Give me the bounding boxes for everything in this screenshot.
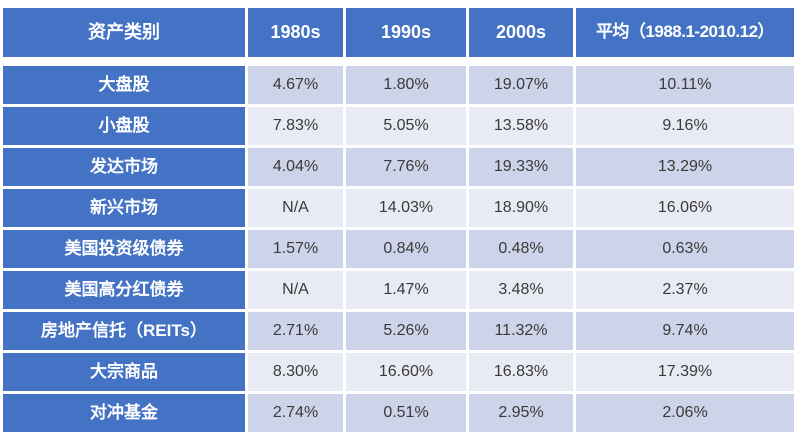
row-label: 对冲基金 bbox=[3, 394, 245, 432]
value-average: 13.29% bbox=[576, 148, 794, 186]
table-row-large-cap: 大盘股 4.67% 1.80% 19.07% 10.11% bbox=[3, 66, 794, 104]
value-2000s: 19.07% bbox=[469, 66, 573, 104]
table-row-us-investment-grade-bonds: 美国投资级债券 1.57% 0.84% 0.48% 0.63% bbox=[3, 230, 794, 268]
column-header-2000s: 2000s bbox=[469, 8, 573, 57]
table-row-emerging-markets: 新兴市场 N/A 14.03% 18.90% 16.06% bbox=[3, 189, 794, 227]
value-1980s: 2.74% bbox=[248, 394, 343, 432]
value-1990s: 1.47% bbox=[346, 271, 466, 309]
value-average: 9.16% bbox=[576, 107, 794, 145]
value-average: 0.63% bbox=[576, 230, 794, 268]
value-2000s: 3.48% bbox=[469, 271, 573, 309]
value-1980s: 2.71% bbox=[248, 312, 343, 350]
column-header-1990s: 1990s bbox=[346, 8, 466, 57]
value-1980s: N/A bbox=[248, 271, 343, 309]
row-label: 发达市场 bbox=[3, 148, 245, 186]
value-1990s: 5.05% bbox=[346, 107, 466, 145]
table-row-commodities: 大宗商品 8.30% 16.60% 16.83% 17.39% bbox=[3, 353, 794, 391]
value-average: 17.39% bbox=[576, 353, 794, 391]
value-average: 2.06% bbox=[576, 394, 794, 432]
row-label: 大盘股 bbox=[3, 66, 245, 104]
value-1990s: 5.26% bbox=[346, 312, 466, 350]
value-1990s: 0.51% bbox=[346, 394, 466, 432]
value-1990s: 1.80% bbox=[346, 66, 466, 104]
asset-class-returns-table: 资产类别 1980s 1990s 2000s 平均（1988.1-2010.12… bbox=[3, 8, 794, 432]
row-label: 房地产信托（REITs） bbox=[3, 312, 245, 350]
value-average: 2.37% bbox=[576, 271, 794, 309]
value-2000s: 2.95% bbox=[469, 394, 573, 432]
table-row-hedge-funds: 对冲基金 2.74% 0.51% 2.95% 2.06% bbox=[3, 394, 794, 432]
table-header-row: 资产类别 1980s 1990s 2000s 平均（1988.1-2010.12… bbox=[3, 8, 794, 57]
column-header-average: 平均（1988.1-2010.12） bbox=[576, 8, 794, 57]
table-row-developed-markets: 发达市场 4.04% 7.76% 19.33% 13.29% bbox=[3, 148, 794, 186]
value-2000s: 19.33% bbox=[469, 148, 573, 186]
value-1980s: N/A bbox=[248, 189, 343, 227]
table-row-us-high-dividend-bonds: 美国高分红债券 N/A 1.47% 3.48% 2.37% bbox=[3, 271, 794, 309]
value-1980s: 4.67% bbox=[248, 66, 343, 104]
row-label: 美国高分红债券 bbox=[3, 271, 245, 309]
value-1990s: 0.84% bbox=[346, 230, 466, 268]
row-label: 美国投资级债券 bbox=[3, 230, 245, 268]
value-2000s: 13.58% bbox=[469, 107, 573, 145]
value-2000s: 0.48% bbox=[469, 230, 573, 268]
value-1980s: 8.30% bbox=[248, 353, 343, 391]
value-1980s: 4.04% bbox=[248, 148, 343, 186]
row-label: 大宗商品 bbox=[3, 353, 245, 391]
value-1990s: 14.03% bbox=[346, 189, 466, 227]
value-1980s: 7.83% bbox=[248, 107, 343, 145]
value-2000s: 18.90% bbox=[469, 189, 573, 227]
value-1990s: 7.76% bbox=[346, 148, 466, 186]
row-label: 新兴市场 bbox=[3, 189, 245, 227]
table-row-small-cap: 小盘股 7.83% 5.05% 13.58% 9.16% bbox=[3, 107, 794, 145]
value-1980s: 1.57% bbox=[248, 230, 343, 268]
table-row-reits: 房地产信托（REITs） 2.71% 5.26% 11.32% 9.74% bbox=[3, 312, 794, 350]
value-2000s: 11.32% bbox=[469, 312, 573, 350]
value-1990s: 16.60% bbox=[346, 353, 466, 391]
value-average: 9.74% bbox=[576, 312, 794, 350]
column-header-asset-class: 资产类别 bbox=[3, 8, 245, 57]
value-average: 16.06% bbox=[576, 189, 794, 227]
value-average: 10.11% bbox=[576, 66, 794, 104]
column-header-1980s: 1980s bbox=[248, 8, 343, 57]
row-label: 小盘股 bbox=[3, 107, 245, 145]
value-2000s: 16.83% bbox=[469, 353, 573, 391]
